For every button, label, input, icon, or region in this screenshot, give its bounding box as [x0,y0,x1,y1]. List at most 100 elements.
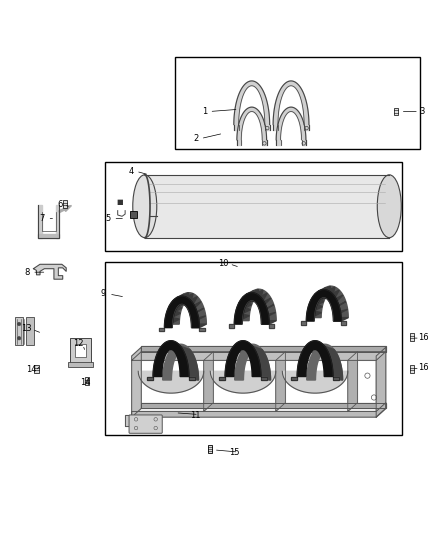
Polygon shape [141,403,386,408]
Polygon shape [189,376,194,381]
Text: 8: 8 [24,268,30,277]
Polygon shape [273,81,309,125]
Polygon shape [190,308,204,316]
Polygon shape [177,294,186,305]
Bar [410,333,414,341]
Polygon shape [171,293,206,324]
Polygon shape [234,125,239,130]
Polygon shape [181,293,189,304]
Polygon shape [304,125,309,130]
Text: 5: 5 [105,214,110,223]
Polygon shape [191,324,206,328]
Polygon shape [331,295,343,304]
Polygon shape [260,305,274,312]
Text: 1: 1 [202,107,208,116]
Text: 7: 7 [39,214,45,223]
Polygon shape [341,321,346,325]
Polygon shape [229,324,234,328]
Text: 2: 2 [194,134,199,143]
Polygon shape [276,140,281,145]
Polygon shape [333,376,339,381]
Text: 16: 16 [418,333,429,342]
Text: 10: 10 [218,259,229,268]
Polygon shape [261,321,276,324]
Bar [26,317,34,345]
Polygon shape [326,287,335,298]
Polygon shape [236,306,250,313]
Polygon shape [258,298,271,307]
Polygon shape [33,264,66,279]
Text: 14: 14 [26,366,36,375]
Polygon shape [162,344,198,380]
Polygon shape [138,372,204,393]
Bar [15,317,23,345]
Polygon shape [261,376,267,381]
Polygon shape [199,328,205,331]
FancyBboxPatch shape [129,415,162,433]
Polygon shape [323,286,331,297]
Ellipse shape [133,175,157,238]
Polygon shape [184,294,193,305]
Text: 15: 15 [229,448,240,457]
Polygon shape [256,293,267,303]
Text: 12: 12 [73,340,84,348]
Polygon shape [187,297,198,307]
Text: 3: 3 [420,107,425,116]
Ellipse shape [377,175,401,238]
Text: ■: ■ [116,199,123,205]
Polygon shape [328,290,339,301]
Bar [131,211,138,217]
Polygon shape [189,302,201,311]
Polygon shape [153,341,189,376]
Polygon shape [254,290,263,301]
Circle shape [18,322,21,326]
Polygon shape [237,140,241,145]
Polygon shape [132,348,141,417]
Polygon shape [276,107,306,140]
Polygon shape [333,309,348,315]
Polygon shape [237,107,267,140]
FancyArrow shape [59,206,71,213]
Polygon shape [164,296,199,328]
Polygon shape [297,341,333,376]
Polygon shape [173,297,184,308]
Polygon shape [125,415,149,426]
Text: 4: 4 [128,167,134,176]
Polygon shape [307,311,321,316]
Polygon shape [132,352,386,360]
Polygon shape [273,125,278,130]
Polygon shape [348,352,357,411]
Polygon shape [253,346,271,380]
Polygon shape [234,81,270,125]
Polygon shape [38,205,42,238]
Polygon shape [333,318,348,321]
Polygon shape [314,291,326,301]
Polygon shape [376,348,386,417]
Bar [70,338,91,363]
Text: 13: 13 [21,324,32,333]
Polygon shape [262,140,267,145]
Bar [175,57,420,149]
Polygon shape [247,290,256,302]
Polygon shape [283,372,348,393]
Polygon shape [306,289,341,321]
Polygon shape [313,286,348,318]
Polygon shape [265,125,270,130]
Polygon shape [301,321,306,325]
Polygon shape [269,324,275,328]
Polygon shape [225,341,261,376]
Polygon shape [243,294,254,304]
Polygon shape [219,376,225,381]
Polygon shape [148,376,153,381]
Polygon shape [251,289,258,301]
Polygon shape [191,316,206,321]
Text: 16: 16 [418,364,429,372]
Polygon shape [235,344,271,380]
Bar [106,262,403,434]
Text: 11: 11 [190,411,200,421]
Polygon shape [308,303,322,310]
Text: 14: 14 [81,378,91,387]
Text: 6: 6 [57,199,62,208]
Polygon shape [276,352,286,411]
Polygon shape [325,346,343,380]
